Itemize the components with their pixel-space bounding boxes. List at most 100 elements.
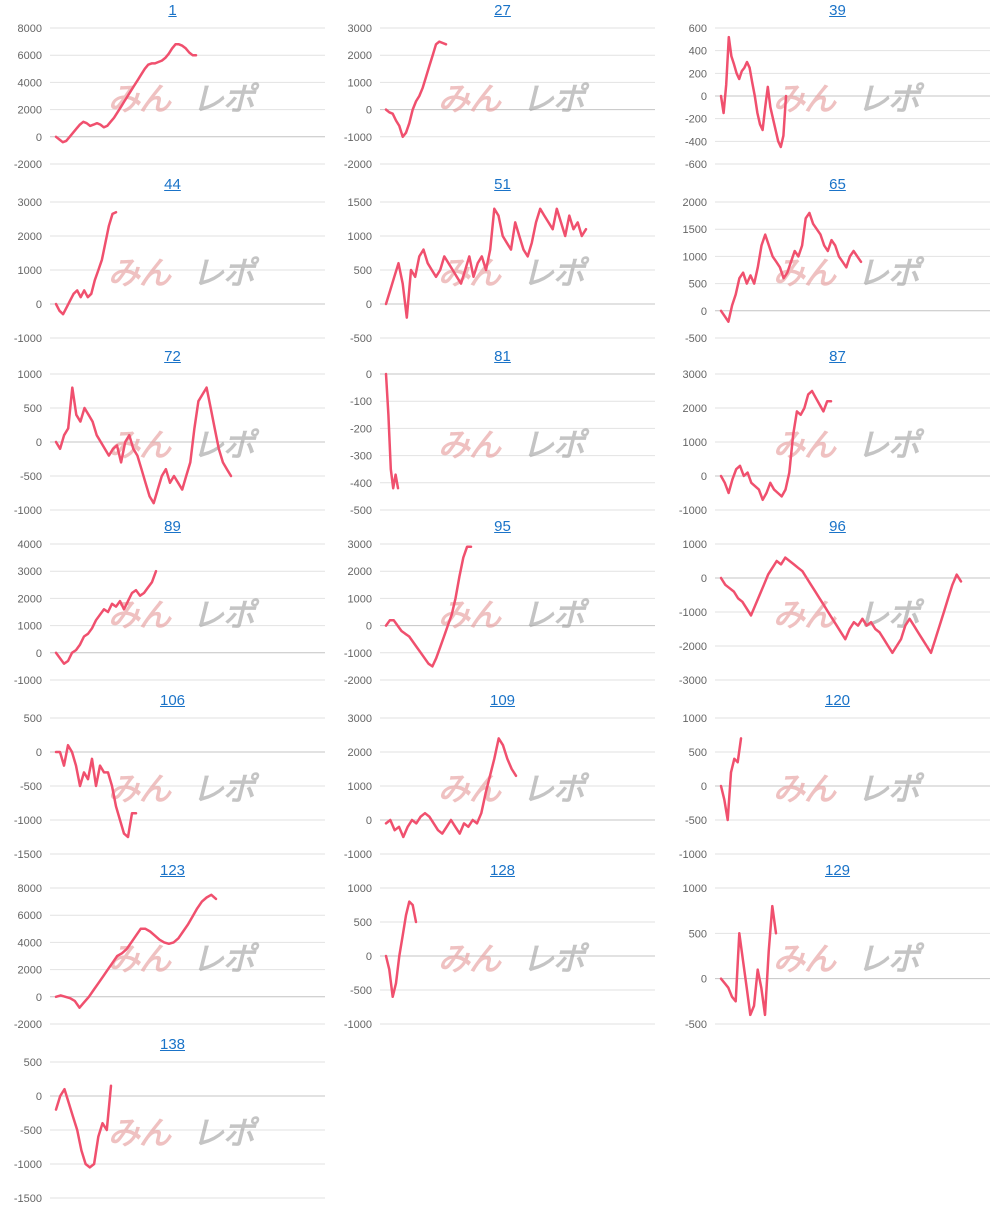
- chart-panel: 51 -500 0 500 1000 1500 みん レポ: [340, 176, 665, 348]
- y-tick-label: 0: [366, 105, 372, 117]
- chart-panel: 95 -2000 -1000 0 1000 2000 3000 みん レポ: [340, 518, 665, 690]
- y-tick-label: 0: [36, 299, 42, 311]
- y-tick-label: -2000: [14, 159, 42, 171]
- chart-panel: 44 -1000 0 1000 2000 3000 みん レポ: [10, 176, 335, 348]
- chart-title-link[interactable]: 87: [829, 348, 846, 365]
- y-tick-label: 2000: [348, 747, 372, 759]
- chart-title-link[interactable]: 109: [489, 692, 516, 709]
- y-tick-label: 1000: [18, 265, 42, 277]
- series-line: [54, 1084, 113, 1169]
- y-tick-label: 3000: [348, 539, 372, 551]
- chart-svg: -1000 0 1000 2000 3000 みん レポ: [14, 197, 325, 345]
- chart-title-link[interactable]: 1: [168, 2, 177, 19]
- chart-svg: -1500 -1000 -500 0 500 みん レポ: [14, 1057, 325, 1205]
- chart-panel: 109 -1000 0 1000 2000 3000 みん レポ: [340, 692, 665, 864]
- y-tick-label: 1000: [683, 539, 707, 551]
- y-tick-label: -200: [685, 114, 707, 126]
- chart-title: 109: [340, 692, 665, 710]
- y-tick-label: 500: [354, 917, 372, 929]
- chart-panel: 138 -1500 -1000 -500 0 500 みん レポ: [10, 1036, 335, 1208]
- chart-title: 65: [675, 176, 1000, 194]
- watermark-text: レポ: [857, 426, 925, 464]
- y-tick-label: -1000: [679, 607, 707, 619]
- y-tick-label: 2000: [18, 593, 42, 605]
- y-tick-label: 0: [366, 815, 372, 827]
- chart-title-link[interactable]: 95: [494, 518, 511, 535]
- y-tick-label: -1500: [14, 849, 42, 861]
- chart-panel: 27 -2000 -1000 0 1000 2000 3000 みん レポ: [340, 2, 665, 174]
- y-tick-label: -200: [350, 423, 372, 435]
- chart-title-link[interactable]: 138: [159, 1036, 186, 1053]
- chart-panel: 65 -500 0 500 1000 1500 2000 みん レポ: [675, 176, 1000, 348]
- watermark-text: レポ: [522, 596, 590, 634]
- y-tick-label: 3000: [348, 713, 372, 725]
- y-tick-label: -1000: [14, 815, 42, 827]
- chart-title: 129: [675, 862, 1000, 880]
- y-tick-label: 500: [354, 265, 372, 277]
- chart-title-link[interactable]: 51: [494, 176, 511, 193]
- y-tick-label: 2000: [348, 566, 372, 578]
- y-tick-label: 0: [36, 992, 42, 1004]
- watermark-text: レポ: [857, 254, 925, 292]
- y-tick-label: 0: [366, 951, 372, 963]
- chart-title-link[interactable]: 44: [164, 176, 181, 193]
- chart-svg: -500 0 500 1000 1500 2000 みん レポ: [683, 197, 990, 345]
- watermark-text: レポ: [192, 426, 260, 464]
- chart-title-link[interactable]: 27: [494, 2, 511, 19]
- y-tick-label: 2000: [18, 231, 42, 243]
- chart-panel: 96 -3000 -2000 -1000 0 1000 みん レポ: [675, 518, 1000, 690]
- y-tick-label: 1500: [348, 197, 372, 209]
- watermark-text: レポ: [192, 940, 260, 978]
- watermark-text: みん: [773, 940, 837, 978]
- y-tick-label: 0: [366, 621, 372, 633]
- series-line: [384, 372, 400, 490]
- watermark-text: みん: [108, 254, 172, 292]
- watermark-text: みん: [438, 426, 502, 464]
- watermark-text: みん: [773, 426, 837, 464]
- chart-title-link[interactable]: 128: [489, 862, 516, 879]
- y-tick-label: 0: [36, 1091, 42, 1103]
- series-line: [54, 569, 158, 665]
- y-tick-label: 0: [701, 573, 707, 585]
- chart-panel: 120 -1000 -500 0 500 1000 みん レポ: [675, 692, 1000, 864]
- series-line: [54, 43, 198, 144]
- y-tick-label: -600: [685, 159, 707, 171]
- chart-title-link[interactable]: 81: [494, 348, 511, 365]
- chart-title-link[interactable]: 89: [164, 518, 181, 535]
- series-line: [384, 40, 448, 139]
- y-tick-label: 4000: [18, 539, 42, 551]
- chart-title-link[interactable]: 106: [159, 692, 186, 709]
- watermark-text: レポ: [857, 770, 925, 808]
- watermark-text: みん: [438, 940, 502, 978]
- chart-title: 1: [10, 2, 335, 20]
- watermark-text: レポ: [192, 80, 260, 118]
- chart-title-link[interactable]: 72: [164, 348, 181, 365]
- y-tick-label: 500: [689, 747, 707, 759]
- watermark-text: レポ: [522, 80, 590, 118]
- y-tick-label: 4000: [18, 937, 42, 949]
- chart-title-link[interactable]: 120: [824, 692, 851, 709]
- series-line: [719, 389, 833, 502]
- chart-title-link[interactable]: 39: [829, 2, 846, 19]
- watermark-text: レポ: [857, 80, 925, 118]
- y-tick-label: 1000: [348, 77, 372, 89]
- y-tick-label: 0: [701, 91, 707, 103]
- watermark-text: みん: [773, 254, 837, 292]
- chart-title-link[interactable]: 65: [829, 176, 846, 193]
- series-line: [54, 210, 118, 316]
- y-tick-label: 0: [36, 648, 42, 660]
- chart-title: 123: [10, 862, 335, 880]
- y-tick-label: 8000: [18, 23, 42, 35]
- chart-svg: -1000 0 1000 2000 3000 4000 みん レポ: [14, 539, 325, 687]
- y-tick-label: 6000: [18, 50, 42, 62]
- y-tick-label: 200: [689, 68, 707, 80]
- chart-title-link[interactable]: 129: [824, 862, 851, 879]
- chart-title-link[interactable]: 123: [159, 862, 186, 879]
- y-tick-label: 500: [24, 713, 42, 725]
- chart-title-link[interactable]: 96: [829, 518, 846, 535]
- y-tick-label: 0: [701, 781, 707, 793]
- y-tick-label: 0: [701, 471, 707, 483]
- y-tick-label: 500: [689, 279, 707, 291]
- chart-panel: 123 -2000 0 2000 4000 6000 8000 みん レポ: [10, 862, 335, 1034]
